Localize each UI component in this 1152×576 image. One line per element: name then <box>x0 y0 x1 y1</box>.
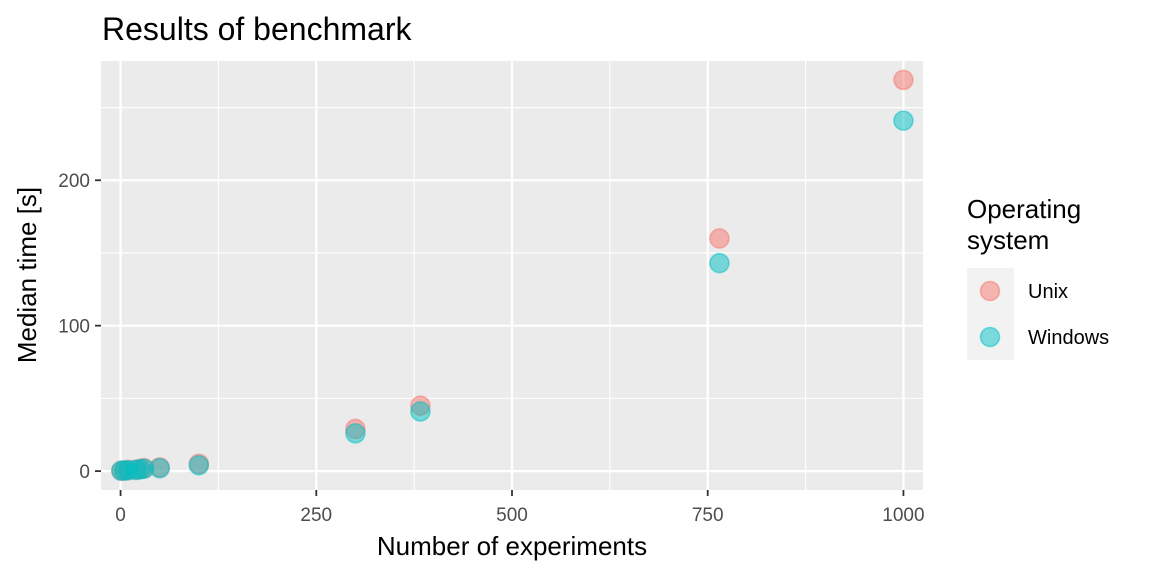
x-tick-label: 0 <box>115 505 126 526</box>
legend-label-unix: Unix <box>1028 281 1068 303</box>
point-windows <box>893 110 914 131</box>
point-windows <box>709 252 730 274</box>
x-axis: 0 250 500 750 1000 <box>115 490 925 526</box>
y-tick-label: 200 <box>58 171 90 192</box>
y-axis-title: Median time [s] <box>12 187 42 363</box>
point-windows <box>345 422 366 444</box>
legend: Operating system Unix Windows <box>967 194 1109 360</box>
data-points <box>111 69 914 481</box>
point-windows <box>149 457 171 479</box>
x-tick-label: 750 <box>692 505 724 526</box>
legend-label-windows: Windows <box>1028 327 1109 349</box>
y-axis: 0 100 200 <box>58 171 101 483</box>
legend-symbol-unix <box>979 280 1001 302</box>
x-axis-title: Number of experiments <box>377 531 647 561</box>
x-tick-label: 1000 <box>882 505 924 526</box>
point-windows <box>410 401 431 422</box>
x-tick-label: 500 <box>496 505 528 526</box>
point-unix <box>709 228 730 249</box>
x-tick-label: 250 <box>300 505 332 526</box>
legend-title-line-2: system <box>967 225 1049 255</box>
grid-major <box>101 61 923 490</box>
point-unix <box>893 69 914 91</box>
point-windows <box>188 454 210 476</box>
legend-symbol-windows <box>979 326 1001 348</box>
chart-title: Results of benchmark <box>102 11 412 47</box>
y-tick-label: 0 <box>79 462 90 483</box>
y-tick-label: 100 <box>58 317 90 338</box>
legend-title-line-1: Operating <box>967 194 1081 224</box>
